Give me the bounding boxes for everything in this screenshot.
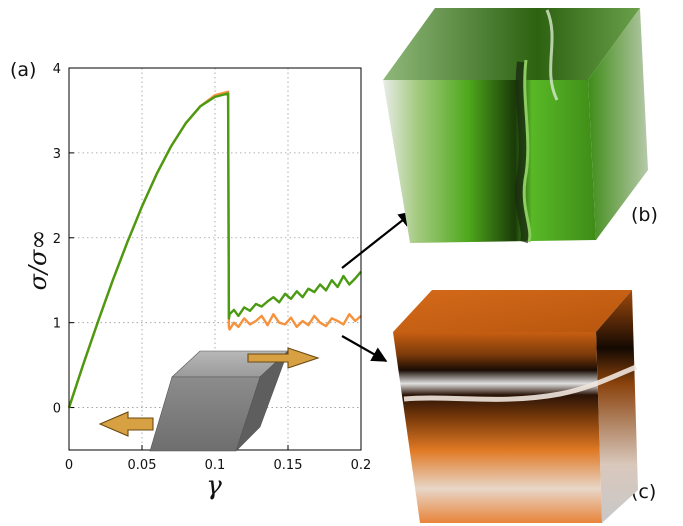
arrow-to-panel-b xyxy=(341,211,415,269)
data-series xyxy=(67,90,362,408)
slab-b-top-face xyxy=(383,8,640,80)
x-tick-label: 0.05 xyxy=(128,458,157,473)
y-tick-label: 4 xyxy=(53,62,61,77)
slab-b-side-face xyxy=(588,8,648,240)
panel-c-render xyxy=(393,290,638,523)
x-axis-label: γ xyxy=(206,471,222,501)
x-tick-label: 0 xyxy=(65,458,73,473)
y-tick-label: 2 xyxy=(53,232,61,247)
x-tick-label: 0.2 xyxy=(351,458,372,473)
x-tick-label: 0.15 xyxy=(274,458,303,473)
panel-label-a: (a) xyxy=(10,59,36,81)
axis-ticks: 0 0.05 0.1 0.15 0.2 0 1 2 3 4 xyxy=(53,62,372,473)
panel-label-b: (b) xyxy=(631,204,658,226)
slab-c-front-face xyxy=(393,332,602,523)
slab-c-side-face xyxy=(596,290,638,523)
y-axis-label: σ/σ∞ xyxy=(24,230,52,291)
shear-arrow-right xyxy=(247,347,320,369)
panel-b-render xyxy=(383,8,648,244)
arrow-to-panel-c xyxy=(341,335,388,362)
y-tick-label: 3 xyxy=(53,147,61,162)
series-line-0 xyxy=(67,92,362,408)
x-tick-label: 0.1 xyxy=(205,458,226,473)
shear-band-b-shadow xyxy=(515,61,529,244)
shear-band-c xyxy=(403,364,637,402)
y-tick-label: 1 xyxy=(53,317,61,332)
shear-prism-illustration xyxy=(98,347,320,452)
slab-c-top-face xyxy=(393,290,632,332)
shear-band-b xyxy=(522,59,532,243)
prism-front-face xyxy=(149,376,261,452)
y-tick-label: 0 xyxy=(53,402,61,417)
shear-arrow-left xyxy=(98,411,154,437)
slab-b-front-face xyxy=(383,80,596,243)
